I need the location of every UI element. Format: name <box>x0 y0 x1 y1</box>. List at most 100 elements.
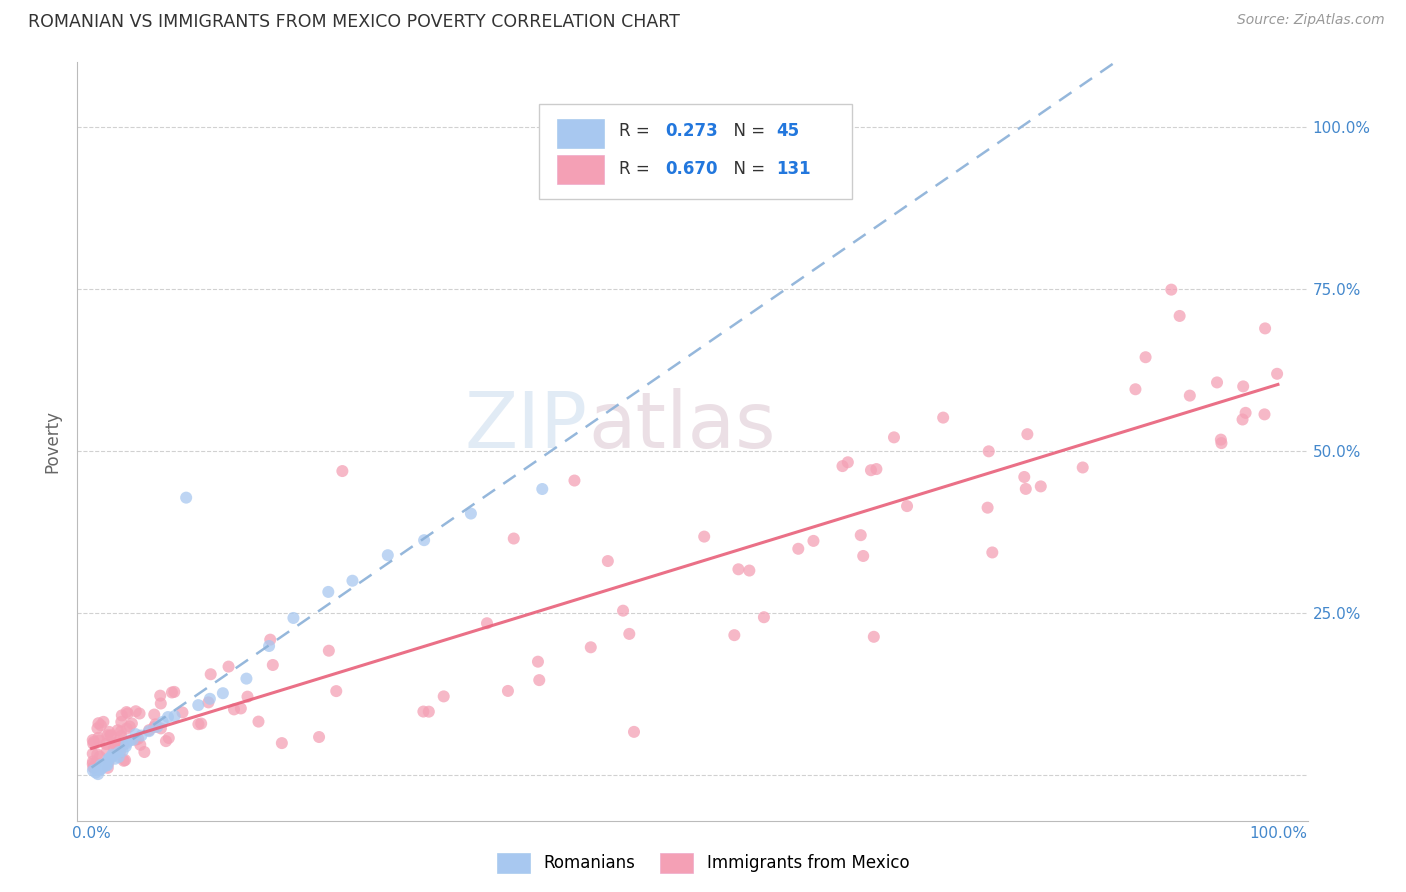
Point <box>82 764 104 778</box>
Point <box>1135 350 1157 364</box>
Point <box>89 760 111 774</box>
Point <box>146 720 169 734</box>
Point <box>98 724 121 739</box>
Point <box>163 709 186 723</box>
Point <box>96 758 118 772</box>
Point <box>110 714 132 729</box>
Point <box>94 737 117 751</box>
Point <box>270 736 292 750</box>
Point <box>87 731 110 745</box>
Point <box>259 632 281 647</box>
Text: N =: N = <box>723 161 770 178</box>
Point <box>803 533 825 548</box>
Point <box>502 532 524 546</box>
Point <box>579 640 602 655</box>
Point <box>110 729 132 743</box>
Point <box>723 628 745 642</box>
Point <box>103 741 125 756</box>
Point <box>82 755 104 769</box>
Point <box>90 757 112 772</box>
Point <box>105 747 128 762</box>
Point <box>89 762 111 776</box>
Point <box>896 499 918 513</box>
Point <box>110 724 132 739</box>
Point <box>91 758 114 772</box>
Legend: Romanians, Immigrants from Mexico: Romanians, Immigrants from Mexico <box>489 847 917 880</box>
Point <box>145 717 167 731</box>
Point <box>89 733 111 747</box>
Point <box>475 616 498 631</box>
Point <box>198 691 221 706</box>
Point <box>107 750 129 764</box>
Point <box>174 491 197 505</box>
Point <box>115 705 138 719</box>
Point <box>157 731 180 745</box>
Point <box>82 756 104 771</box>
Point <box>97 754 120 768</box>
Bar <box>557 155 605 184</box>
Text: N =: N = <box>723 121 770 140</box>
Point <box>87 716 110 731</box>
Point <box>97 752 120 766</box>
Point <box>283 611 305 625</box>
Point <box>1254 321 1277 335</box>
Text: ZIP: ZIP <box>465 388 588 465</box>
Point <box>1178 389 1201 403</box>
Point <box>131 729 153 743</box>
Point <box>377 548 399 562</box>
Point <box>1253 408 1275 422</box>
Point <box>308 730 330 744</box>
Point <box>1012 470 1035 484</box>
Point <box>125 727 148 741</box>
Point <box>1234 406 1257 420</box>
Point <box>125 704 148 718</box>
Point <box>849 528 872 542</box>
Point <box>83 735 105 749</box>
Point <box>236 690 259 704</box>
Point <box>596 554 619 568</box>
Point <box>200 667 222 681</box>
Point <box>108 745 131 759</box>
Point <box>976 500 998 515</box>
Point <box>115 739 138 754</box>
Point <box>82 760 104 774</box>
Point <box>86 747 108 762</box>
Point <box>155 734 177 748</box>
Point <box>118 719 141 733</box>
Point <box>138 723 160 738</box>
Point <box>862 630 884 644</box>
Point <box>84 756 107 771</box>
Point <box>125 732 148 747</box>
Text: Source: ZipAtlas.com: Source: ZipAtlas.com <box>1237 13 1385 28</box>
Text: R =: R = <box>619 121 655 140</box>
Point <box>152 714 174 729</box>
Point <box>865 462 887 476</box>
Point <box>93 714 115 729</box>
Point <box>93 759 115 773</box>
Point <box>187 698 209 713</box>
Point <box>859 463 882 477</box>
Point <box>100 728 122 742</box>
Point <box>1232 379 1254 393</box>
Point <box>156 710 179 724</box>
Point <box>1125 382 1147 396</box>
Point <box>128 706 150 721</box>
Text: ROMANIAN VS IMMIGRANTS FROM MEXICO POVERTY CORRELATION CHART: ROMANIAN VS IMMIGRANTS FROM MEXICO POVER… <box>28 13 681 31</box>
Point <box>332 464 354 478</box>
Text: 0.273: 0.273 <box>665 121 718 140</box>
Point <box>257 639 280 653</box>
Point <box>117 706 139 721</box>
Point <box>108 745 131 759</box>
Point <box>831 459 853 474</box>
Point <box>112 754 135 768</box>
Point <box>129 738 152 752</box>
Point <box>100 729 122 743</box>
Point <box>727 562 749 576</box>
Point <box>1029 479 1052 493</box>
Point <box>104 752 127 766</box>
Point <box>104 738 127 752</box>
Point <box>932 410 955 425</box>
Point <box>115 722 138 736</box>
Point <box>262 658 284 673</box>
Point <box>97 755 120 769</box>
